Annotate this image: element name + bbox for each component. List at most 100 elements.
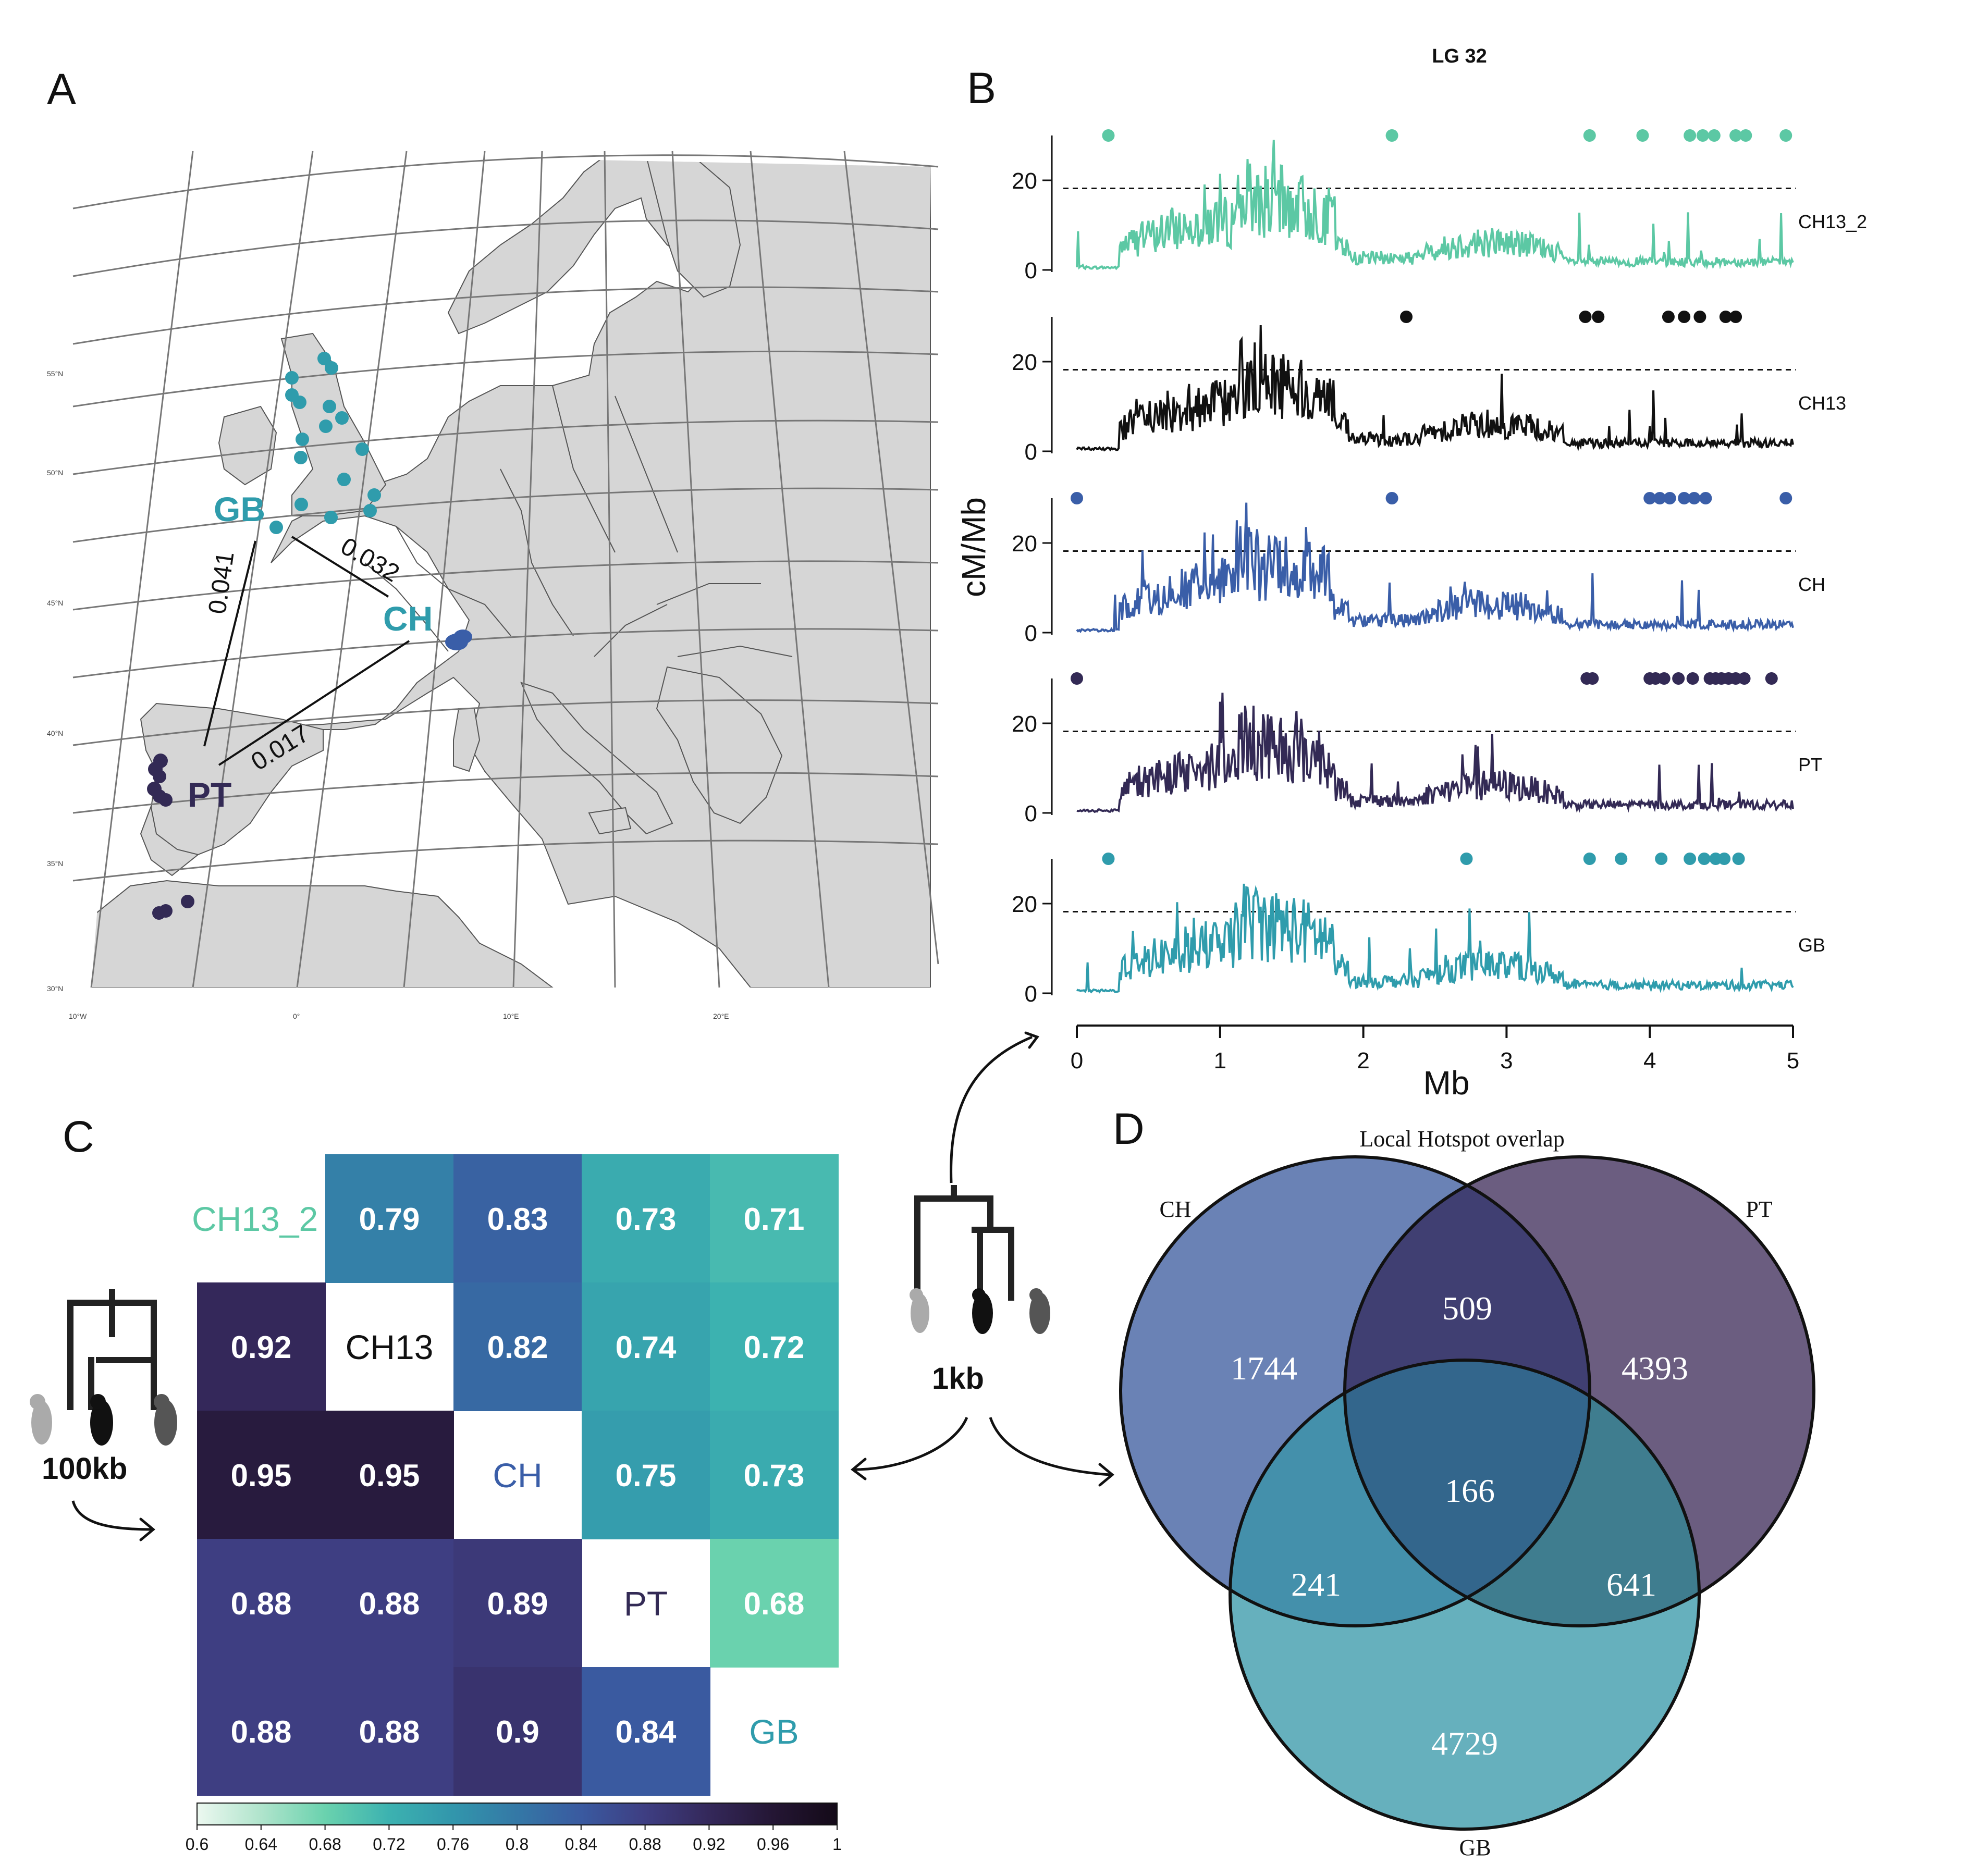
scale-label-1kb: 1kb — [932, 1362, 984, 1396]
hotspot-point — [1649, 672, 1662, 685]
map-label-gb: GB — [214, 490, 265, 528]
heatmap-value: 0.95 — [231, 1458, 292, 1493]
diagonal-label: GB — [749, 1712, 799, 1751]
hotspot-point — [1615, 853, 1628, 865]
hotspot-point — [1684, 129, 1697, 142]
panel-label-c: C — [63, 1112, 94, 1161]
ch-sample-points — [445, 630, 472, 650]
series-line-ch — [1076, 502, 1794, 633]
heatmap-cell — [197, 1667, 326, 1796]
venn-title: Local Hotspot overlap — [1359, 1126, 1564, 1152]
series-line-ch13_2 — [1076, 140, 1794, 270]
x-tick-label: 4 — [1643, 1048, 1656, 1073]
heatmap-cell — [710, 1539, 839, 1668]
y-tick-label: 20 — [1012, 350, 1037, 375]
series-line-gb — [1076, 883, 1794, 994]
series-label: CH13 — [1798, 392, 1846, 414]
diagonal-label: CH — [493, 1456, 542, 1495]
hotspot-point — [1662, 311, 1675, 323]
hotspot-point — [1636, 129, 1649, 142]
hotspot-point — [1385, 129, 1398, 142]
map-label-pt: PT — [188, 775, 231, 814]
correlation-heatmap: CH13_2 0.79 0.83 0.73 0.71 0.92 CH13 0.82 0.74 0.… — [192, 1154, 839, 1796]
heatmap-value: 0.73 — [616, 1202, 677, 1237]
series-label: CH13_2 — [1798, 211, 1867, 232]
venn-circle-outline-ch — [1119, 1155, 1591, 1627]
heatmap-value: 0.68 — [744, 1586, 805, 1621]
graticule — [72, 151, 939, 988]
heatmap-value: 0.88 — [231, 1714, 292, 1749]
pt-sample-points — [147, 754, 194, 920]
series-line-ch13 — [1076, 325, 1794, 452]
lon-label: 10°W — [69, 1012, 87, 1020]
heatmap-cell — [453, 1539, 582, 1668]
hotspot-point — [1653, 492, 1666, 504]
scale-label-100kb: 100kb — [42, 1452, 127, 1486]
bird-icons — [30, 1288, 1050, 1446]
heatmap-value: 0.79 — [359, 1202, 420, 1237]
venn-count: 4729 — [1431, 1725, 1498, 1762]
y-tick-label: 20 — [1012, 168, 1037, 194]
x-tick-label: 0 — [1071, 1048, 1083, 1073]
heatmap-cell — [197, 1411, 326, 1539]
venn-count: 241 — [1291, 1566, 1341, 1603]
heatmap-cell — [582, 1411, 710, 1539]
hotspot-point — [1071, 492, 1083, 504]
colorbar-tick-label: 0.92 — [693, 1835, 725, 1854]
colorbar-tick-label: 0.84 — [565, 1835, 597, 1854]
venn-count: 1744 — [1231, 1350, 1297, 1387]
diagonal-label: CH13 — [346, 1328, 434, 1366]
hotspot-point — [1643, 492, 1656, 504]
venn-count: 166 — [1445, 1472, 1495, 1509]
heatmap-cell — [197, 1539, 326, 1668]
y-tick-label: 0 — [1025, 621, 1037, 646]
heatmap-cell — [582, 1282, 710, 1411]
hotspot-point — [1460, 853, 1473, 865]
colorbar-tick-label: 0.96 — [757, 1835, 789, 1854]
hotspot-point — [1732, 853, 1745, 865]
hotspot-point — [1688, 492, 1701, 504]
x-axis: 0 1 2 3 4 5 — [1071, 1025, 1799, 1073]
hotspot-point — [1385, 492, 1398, 504]
hotspot-point — [1739, 129, 1752, 142]
hotspot-point — [1592, 311, 1605, 323]
venn-diagram: 1744 4393 4729 509 241 641 166 CH PT GB — [1119, 1155, 1815, 1860]
hotspot-point — [1729, 129, 1742, 142]
series-line-pt — [1076, 693, 1794, 813]
lon-label: 0° — [293, 1012, 300, 1020]
hotspot-point — [1663, 492, 1676, 504]
series-label: CH — [1798, 574, 1825, 595]
y-tick-label: 0 — [1025, 439, 1037, 465]
hotspot-point — [1655, 853, 1668, 865]
y-axis-label: cM/Mb — [955, 497, 992, 597]
lat-label: 30°N — [47, 984, 63, 993]
y-tick-label: 20 — [1012, 531, 1037, 557]
lat-label: 45°N — [47, 599, 63, 607]
gb-sample-points — [269, 352, 381, 534]
heatmap-cell — [325, 1539, 454, 1668]
venn-set-label: PT — [1746, 1196, 1772, 1222]
lat-label: 40°N — [47, 729, 63, 737]
hotspot-point — [1779, 129, 1792, 142]
heatmap-value: 0.88 — [231, 1586, 292, 1621]
lat-label: 50°N — [47, 468, 63, 477]
heatmap-value: 0.84 — [616, 1714, 677, 1749]
lat-label: 35°N — [47, 859, 63, 868]
arrows — [71, 1031, 1114, 1541]
heatmap-cell — [582, 1667, 710, 1796]
heatmap-value: 0.88 — [359, 1714, 420, 1749]
colorbar-tick-label: 0.64 — [245, 1835, 277, 1854]
heatmap-cell — [197, 1282, 326, 1411]
hotspot-point — [1583, 129, 1596, 142]
y-tick-label: 20 — [1012, 711, 1037, 737]
diagonal-label: PT — [624, 1584, 668, 1623]
hotspot-point — [1693, 311, 1706, 323]
hotspot-point — [1698, 853, 1711, 865]
lat-label: 55°N — [47, 369, 63, 378]
colorbar-tick-label: 0.76 — [437, 1835, 469, 1854]
chart-title: LG 32 — [1432, 45, 1487, 67]
heatmap-value: 0.71 — [744, 1202, 805, 1237]
hotspot-point — [1709, 853, 1722, 865]
diagonal-label: CH13_2 — [192, 1200, 318, 1238]
hotspot-point — [1779, 492, 1792, 504]
